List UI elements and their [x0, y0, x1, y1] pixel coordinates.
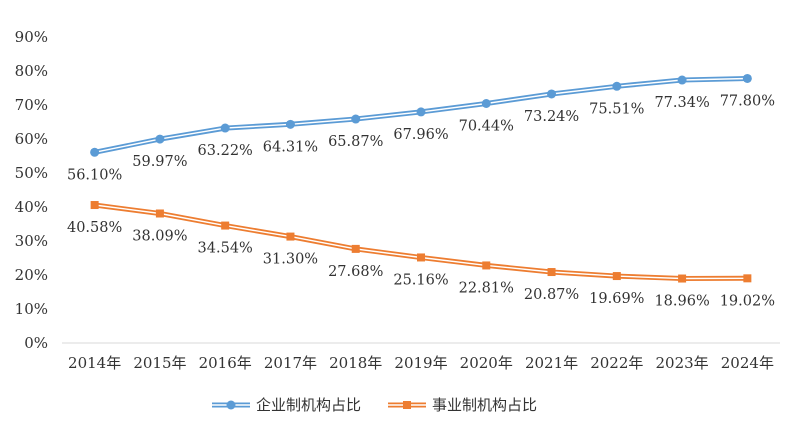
x-tick-label: 2021年	[525, 354, 578, 372]
data-label: 25.16%	[393, 272, 448, 288]
data-point	[221, 221, 230, 230]
data-label: 19.69%	[589, 291, 644, 307]
legend-marker	[226, 400, 236, 410]
x-tick-label: 2014年	[68, 354, 121, 372]
data-point	[481, 99, 491, 109]
x-tick-label: 2022年	[590, 354, 643, 372]
data-label: 75.51%	[589, 101, 644, 117]
data-label: 38.09%	[132, 228, 187, 244]
data-label: 70.44%	[459, 119, 514, 135]
data-label: 56.10%	[67, 167, 122, 183]
y-tick-label: 90%	[15, 28, 48, 46]
data-label: 77.34%	[654, 95, 709, 111]
data-label: 18.96%	[654, 294, 709, 310]
legend-label: 事业制机构占比	[432, 396, 537, 414]
y-tick-label: 70%	[15, 96, 48, 114]
legend: 企业制机构占比 事业制机构占比	[212, 396, 537, 414]
data-label: 20.87%	[524, 287, 579, 303]
data-label: 31.30%	[263, 252, 318, 268]
data-point	[742, 73, 752, 83]
data-point	[417, 253, 425, 262]
legend-item: 事业制机构占比	[388, 396, 537, 414]
legend-label: 企业制机构占比	[256, 396, 361, 414]
y-tick-label: 20%	[15, 266, 48, 284]
x-tick-label: 2016年	[199, 354, 252, 372]
x-tick-label: 2015年	[133, 354, 186, 372]
data-label: 64.31%	[263, 139, 318, 155]
data-point	[612, 272, 621, 281]
y-tick-label: 40%	[15, 198, 48, 216]
x-tick-label: 2019年	[394, 354, 447, 372]
data-label: 65.87%	[328, 134, 383, 150]
data-label: 27.68%	[328, 264, 383, 280]
data-label: 59.97%	[132, 154, 187, 170]
series-1	[90, 73, 752, 157]
y-tick-label: 60%	[15, 130, 48, 148]
data-point	[612, 81, 622, 91]
data-point	[155, 209, 164, 218]
data-point	[743, 274, 752, 283]
data-point	[90, 147, 100, 157]
data-point	[351, 244, 360, 253]
data-label: 40.58%	[67, 220, 122, 236]
x-tick-label: 2017年	[264, 354, 317, 372]
y-tick-label: 50%	[15, 164, 48, 182]
data-point	[678, 274, 687, 283]
series-2	[90, 201, 752, 283]
y-tick-label: 10%	[15, 300, 48, 318]
data-labels: 56.10% 59.97% 63.22% 64.31% 65.87% 67.96% 70.4…	[67, 93, 775, 309]
data-point	[416, 107, 426, 117]
data-point	[285, 119, 295, 129]
data-label: 34.54%	[198, 241, 253, 257]
legend-item: 企业制机构占比	[212, 396, 361, 414]
data-label: 67.96%	[393, 127, 448, 143]
series-line-outer	[94, 202, 748, 281]
y-tick-label: 0%	[24, 334, 48, 352]
data-label: 63.22%	[198, 143, 253, 159]
x-tick-label: 2020年	[460, 354, 513, 372]
data-point	[677, 75, 687, 85]
series-layer	[90, 73, 752, 283]
data-label: 19.02%	[720, 293, 775, 309]
data-point	[547, 89, 557, 99]
data-point	[90, 201, 99, 210]
data-point	[220, 123, 230, 133]
y-tick-label: 80%	[15, 62, 48, 80]
data-point	[482, 261, 491, 270]
data-point	[547, 268, 556, 277]
x-tick-label: 2018年	[329, 354, 382, 372]
y-tick-label: 30%	[15, 232, 48, 250]
data-point	[155, 134, 165, 144]
data-label: 77.80%	[720, 93, 775, 109]
x-tick-label: 2023年	[655, 354, 708, 372]
x-tick-label: 2024年	[721, 354, 774, 372]
data-point	[286, 232, 295, 241]
data-label: 73.24%	[524, 109, 579, 125]
series-line-inner	[94, 204, 748, 280]
chart-axes: 0% 10% 20% 30% 40% 50% 60% 70% 80% 90% 2014年 2015年 2…	[15, 28, 780, 372]
data-label: 22.81%	[459, 280, 514, 296]
legend-marker	[403, 401, 411, 409]
data-point	[351, 114, 361, 124]
